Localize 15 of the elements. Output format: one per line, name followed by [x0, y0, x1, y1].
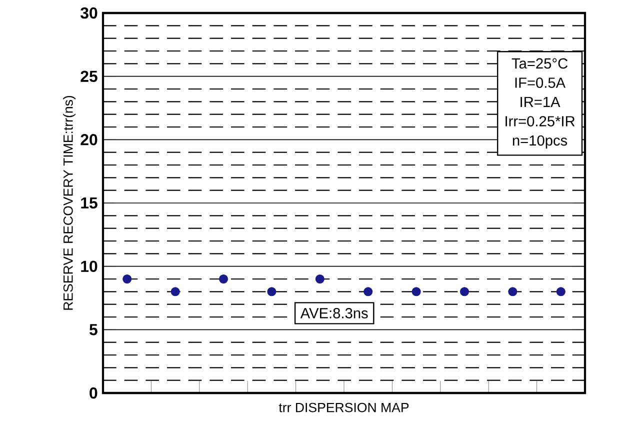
y-tick-label: 20 — [80, 134, 98, 146]
annotation: n=10pcs — [512, 135, 568, 149]
y-tick-label: 25 — [80, 70, 98, 82]
y-axis-title: RESERVE RECOVERY TIME:trr(ns) — [63, 96, 76, 310]
x-axis-title: trr DISPERSION MAP — [278, 402, 409, 412]
y-tick-label: 10 — [81, 260, 98, 272]
annotation: IF=0.5A — [515, 78, 566, 88]
y-tick-label: 5 — [90, 324, 98, 336]
annotation: IR=1A — [520, 96, 560, 107]
y-tick-label: 15 — [81, 197, 98, 209]
annotation: Ta=25°C — [512, 58, 568, 69]
y-tick-label: 30 — [80, 7, 98, 19]
annotation: AVE:8.3ns — [300, 308, 368, 318]
annotation: Irr=0.25*IR — [506, 116, 575, 126]
y-tick-label: 0 — [90, 387, 98, 399]
